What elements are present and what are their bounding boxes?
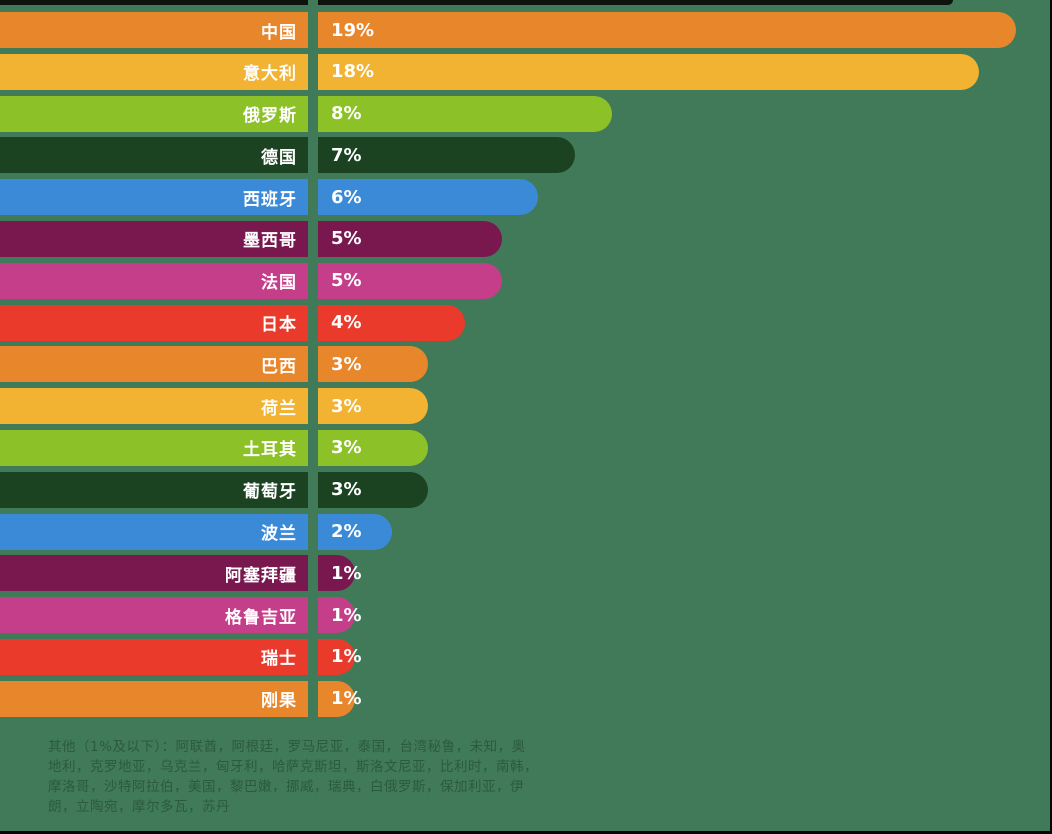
value-bar: 4%	[318, 304, 465, 341]
value-bar: 19%	[318, 12, 1016, 48]
country-label: 法国	[261, 273, 297, 294]
country-label-bar: 荷兰	[0, 388, 308, 425]
country-label: 葡萄牙	[243, 482, 297, 503]
value-label: 3%	[331, 395, 362, 417]
chart-row: 刚果 1%	[0, 680, 1052, 717]
cropped-previous-bar-value-segment	[318, 0, 953, 5]
country-label: 意大利	[243, 64, 297, 85]
value-label: 3%	[331, 353, 362, 375]
chart-row: 德国 7%	[0, 137, 1052, 174]
cropped-previous-bar	[0, 0, 1052, 5]
footer-line: 摩洛哥，沙特阿拉伯，美国，黎巴嫩，挪威，瑞典，白俄罗斯，保加利亚，伊	[48, 779, 524, 795]
value-bar: 18%	[318, 53, 980, 90]
country-label-bar: 巴西	[0, 346, 308, 383]
country-label: 刚果	[261, 691, 297, 712]
value-bar: 5%	[318, 220, 502, 257]
chart-row: 意大利 18%	[0, 53, 1052, 90]
country-label-bar: 西班牙	[0, 179, 308, 216]
country-label: 德国	[261, 147, 297, 168]
chart-row: 中国 19%	[0, 12, 1052, 48]
country-label: 俄罗斯	[243, 106, 297, 127]
country-label-bar: 葡萄牙	[0, 471, 308, 508]
country-label: 巴西	[261, 356, 297, 377]
value-bar: 1%	[318, 638, 362, 675]
chart-row: 俄罗斯 8%	[0, 95, 1052, 132]
country-label-bar: 刚果	[0, 680, 308, 717]
value-label: 8%	[331, 103, 362, 125]
country-label-bar: 土耳其	[0, 429, 308, 466]
value-label: 5%	[331, 228, 362, 250]
country-label-bar: 中国	[0, 12, 308, 48]
value-label: 7%	[331, 144, 362, 166]
value-bar: 3%	[318, 346, 429, 383]
country-label: 墨西哥	[243, 231, 297, 252]
value-bar: 7%	[318, 137, 576, 174]
footer-note: 其他（1%及以下）：阿联酋，阿根廷，罗马尼亚，泰国，台湾秘鲁，未知，奥 地利，克罗…	[48, 737, 553, 817]
value-bar: 5%	[318, 262, 502, 299]
country-label-bar: 日本	[0, 304, 308, 341]
value-bar: 1%	[318, 597, 362, 634]
value-label: 1%	[331, 604, 362, 626]
value-bar: 1%	[318, 680, 362, 717]
chart-row: 墨西哥 5%	[0, 220, 1052, 257]
value-label: 4%	[331, 312, 362, 334]
value-label: 1%	[331, 688, 362, 710]
country-bar-chart: 中国 19% 意大利 18% 俄罗斯 8% 德国 7% 西班牙	[0, 12, 1052, 723]
country-label: 土耳其	[243, 440, 297, 461]
bottom-edge-line	[0, 831, 1052, 834]
chart-row: 西班牙 6%	[0, 179, 1052, 216]
chart-row: 法国 5%	[0, 262, 1052, 299]
chart-row: 日本 4%	[0, 304, 1052, 341]
chart-row: 土耳其 3%	[0, 429, 1052, 466]
chart-row: 格鲁吉亚 1%	[0, 597, 1052, 634]
value-bar: 6%	[318, 179, 539, 216]
country-label: 荷兰	[261, 398, 297, 419]
chart-row: 阿塞拜疆 1%	[0, 555, 1052, 592]
footer-line: 朗，立陶宛，摩尔多瓦，苏丹	[48, 799, 230, 815]
country-label-bar: 波兰	[0, 513, 308, 550]
value-label: 6%	[331, 186, 362, 208]
value-label: 18%	[331, 61, 375, 83]
value-label: 1%	[331, 562, 362, 584]
chart-row: 荷兰 3%	[0, 388, 1052, 425]
value-label: 3%	[331, 437, 362, 459]
country-label-bar: 俄罗斯	[0, 95, 308, 132]
value-bar: 3%	[318, 429, 429, 466]
country-label-bar: 法国	[0, 262, 308, 299]
country-label: 格鲁吉亚	[225, 607, 297, 628]
value-label: 3%	[331, 479, 362, 501]
country-label: 日本	[261, 315, 297, 336]
cropped-previous-bar-label-segment	[0, 0, 308, 5]
value-bar: 1%	[318, 555, 362, 592]
value-label: 19%	[331, 19, 375, 41]
value-bar: 2%	[318, 513, 392, 550]
chart-row: 葡萄牙 3%	[0, 471, 1052, 508]
footer-line: 地利，克罗地亚，乌克兰，匈牙利，哈萨克斯坦，斯洛文尼亚，比利时，南韩，	[48, 759, 538, 775]
value-label: 1%	[331, 646, 362, 668]
footer-line: 其他（1%及以下）：阿联酋，阿根廷，罗马尼亚，泰国，台湾秘鲁，未知，奥	[48, 739, 526, 755]
value-bar: 3%	[318, 471, 429, 508]
value-bar: 8%	[318, 95, 612, 132]
country-label: 中国	[261, 22, 297, 43]
value-bar: 3%	[318, 388, 429, 425]
country-label-bar: 墨西哥	[0, 220, 308, 257]
country-label: 瑞士	[261, 649, 297, 670]
chart-row: 巴西 3%	[0, 346, 1052, 383]
country-label-bar: 阿塞拜疆	[0, 555, 308, 592]
chart-row: 瑞士 1%	[0, 638, 1052, 675]
country-label: 西班牙	[243, 189, 297, 210]
country-label-bar: 意大利	[0, 53, 308, 90]
country-label-bar: 德国	[0, 137, 308, 174]
country-label-bar: 瑞士	[0, 638, 308, 675]
right-edge-line	[1050, 0, 1052, 834]
country-label: 阿塞拜疆	[225, 565, 297, 586]
country-label: 波兰	[261, 524, 297, 545]
chart-row: 波兰 2%	[0, 513, 1052, 550]
country-label-bar: 格鲁吉亚	[0, 597, 308, 634]
value-label: 2%	[331, 521, 362, 543]
value-label: 5%	[331, 270, 362, 292]
